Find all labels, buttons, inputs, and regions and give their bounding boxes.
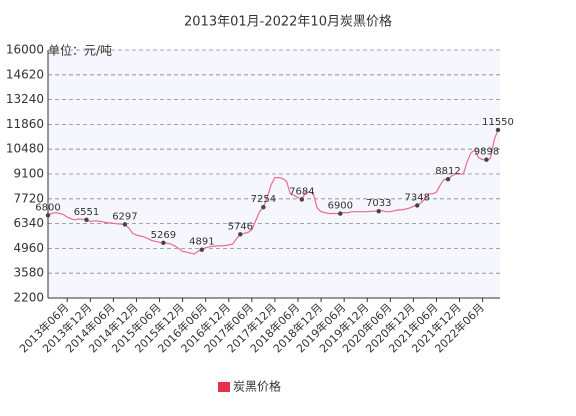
data-label: 7684 <box>289 186 314 197</box>
data-label: 11550 <box>482 117 514 128</box>
legend-label: 炭黑价格 <box>233 379 281 394</box>
y-tick-label: 14620 <box>6 67 44 81</box>
data-point <box>495 127 501 133</box>
y-tick-label: 4960 <box>13 241 44 255</box>
data-label: 8812 <box>435 166 460 177</box>
y-tick-label: 10480 <box>6 142 44 156</box>
data-point <box>161 240 166 246</box>
data-point <box>338 211 343 216</box>
data-label: 5746 <box>228 221 253 232</box>
data-point <box>199 247 205 252</box>
data-label: 7254 <box>251 194 276 205</box>
data-point <box>84 217 89 223</box>
y-tick-label: 11860 <box>6 117 44 131</box>
data-label: 6900 <box>328 201 353 212</box>
data-point <box>484 157 489 162</box>
data-point <box>238 232 243 237</box>
chart-title: 2013年01月-2022年10月炭黑价格 <box>184 14 392 30</box>
y-tick-label: 2200 <box>13 291 44 305</box>
y-tick-label: 3580 <box>13 266 44 280</box>
data-label: 4891 <box>189 237 214 248</box>
y-tick-label: 7720 <box>13 191 44 205</box>
y-tick-label: 13240 <box>6 92 44 106</box>
data-label: 9898 <box>474 147 499 158</box>
data-label: 7033 <box>366 198 391 209</box>
data-label: 5269 <box>151 230 176 241</box>
data-point <box>415 203 420 208</box>
data-point <box>299 197 305 202</box>
data-point <box>261 204 266 210</box>
data-point <box>445 176 451 182</box>
data-label: 7348 <box>405 192 430 203</box>
legend-swatch <box>218 382 230 392</box>
data-label: 6551 <box>74 207 99 218</box>
data-label: 6297 <box>112 211 137 222</box>
data-point <box>45 213 51 218</box>
y-axis-label: 单位：元/吨 <box>48 43 112 58</box>
y-tick-label: 6340 <box>13 216 44 230</box>
y-tick-label: 16000 <box>6 43 44 57</box>
data-point <box>122 222 128 227</box>
data-point <box>376 208 381 214</box>
data-label: 6800 <box>35 202 60 213</box>
y-tick-label: 9100 <box>13 167 44 181</box>
